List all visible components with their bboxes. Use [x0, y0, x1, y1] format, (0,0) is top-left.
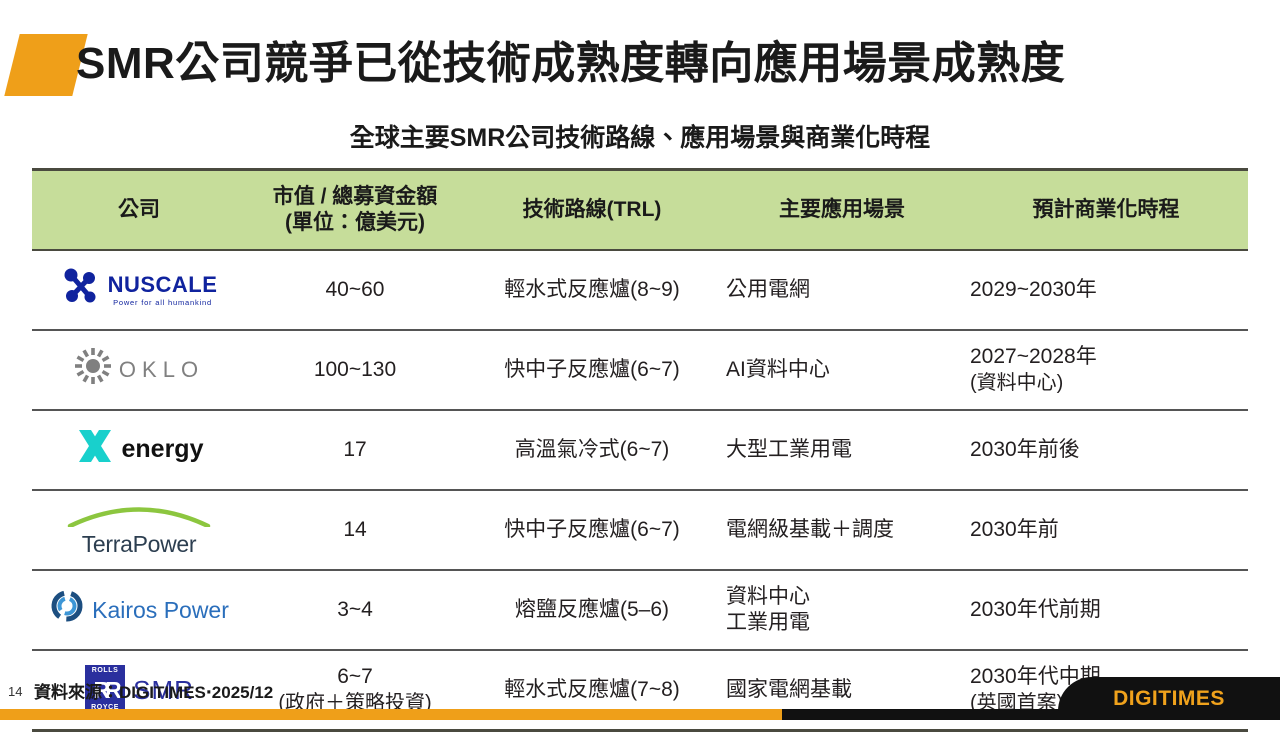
terrapower-arc-icon	[64, 501, 214, 534]
application-value: AI資料中心	[726, 357, 830, 381]
timeline-value: 2030年代中期	[970, 665, 1101, 689]
x-energy-x-icon	[75, 426, 115, 473]
column-header-company: 公司	[32, 168, 246, 251]
cell-timeline: 2030年代前期	[964, 570, 1248, 651]
cell-application: 大型工業用電	[720, 410, 964, 491]
cell-technology: 熔鹽反應爐(5–6)	[464, 570, 720, 651]
cell-application: 資料中心 工業用電	[720, 570, 964, 651]
company-logo: TerraPower	[38, 502, 240, 558]
column-header-technology: 技術路線(TRL)	[464, 168, 720, 251]
cell-application: 公用電網	[720, 250, 964, 331]
nuscale-tagline: Power for all humankind	[113, 297, 212, 307]
timeline-value: 2030年前後	[970, 437, 1080, 461]
cell-capital: 40~60	[246, 250, 464, 331]
table-row: Kairos Power 3~4 熔鹽反應爐(5–6) 資料中心 工業用電 2030年代前…	[32, 570, 1248, 651]
column-header-capital: 市值 / 總募資金額 (單位：億美元)	[246, 168, 464, 251]
capital-value: 6~7	[337, 665, 373, 689]
cell-application: AI資料中心	[720, 330, 964, 411]
cell-technology: 快中子反應爐(6~7)	[464, 330, 720, 411]
cell-company: Kairos Power	[32, 570, 246, 651]
table-body: NUSCALE Power for all humankind 40~60 輕水式反應…	[32, 250, 1248, 732]
page-title: SMR公司競爭已從技術成熟度轉向應用場景成熟度	[76, 39, 1066, 88]
kairos-wordmark: Kairos Power	[92, 596, 229, 623]
capital-value: 100~130	[313, 357, 397, 381]
terrapower-wordmark: TerraPower	[81, 531, 197, 558]
nuscale-molecule-icon	[61, 266, 101, 313]
cell-timeline: 2029~2030年	[964, 250, 1248, 331]
timeline-value: 2027~2028年	[970, 345, 1097, 369]
cell-timeline: 2030年前後	[964, 410, 1248, 491]
cell-company: OKLO	[32, 330, 246, 411]
capital-value: 14	[343, 517, 367, 541]
rr-badge-bottom: ROYCE	[91, 704, 120, 712]
timeline-note: (資料中心)	[970, 371, 1064, 394]
company-logo: NUSCALE Power for all humankind	[38, 262, 240, 318]
cell-capital: 100~130	[246, 330, 464, 411]
kairos-ring-icon	[49, 588, 85, 631]
cell-technology: 輕水式反應爐(8~9)	[464, 250, 720, 331]
table-header-row: 公司 市值 / 總募資金額 (單位：億美元) 技術路線(TRL) 主要應用場景 …	[32, 168, 1248, 251]
application-value: 大型工業用電	[726, 437, 852, 461]
smr-comparison-table: 公司 市值 / 總募資金額 (單位：億美元) 技術路線(TRL) 主要應用場景 …	[32, 168, 1248, 732]
digitimes-logo: DIGITIMES	[1113, 686, 1225, 710]
cell-timeline: 2027~2028年 (資料中心)	[964, 330, 1248, 411]
table-row: OKLO 100~130 快中子反應爐(6~7) AI資料中心 2027~2028年 (資…	[32, 330, 1248, 411]
capital-value: 17	[343, 437, 367, 461]
table-caption: 全球主要SMR公司技術路線、應用場景與商業化時程	[349, 124, 931, 152]
cell-timeline: 2030年前	[964, 490, 1248, 571]
cell-capital: 3~4	[246, 570, 464, 651]
timeline-value: 2029~2030年	[970, 277, 1097, 301]
brand-tab: DIGITIMES	[1058, 677, 1280, 720]
rolls-royce-smr-wordmark: SMR	[133, 674, 194, 705]
table-row: energy 17 高溫氣冷式(6~7) 大型工業用電 2030年前後	[32, 410, 1248, 491]
application-value: 公用電網	[726, 277, 810, 301]
cell-company: NUSCALE Power for all humankind	[32, 250, 246, 331]
oklo-ring-icon	[74, 347, 112, 392]
footer-bar-orange	[0, 709, 782, 720]
column-header-application: 主要應用場景	[720, 168, 964, 251]
application-value-line2: 工業用電	[726, 611, 810, 634]
rr-badge-top: ROLLS	[91, 667, 119, 674]
cell-technology: 快中子反應爐(6~7)	[464, 490, 720, 571]
table-header: 公司 市值 / 總募資金額 (單位：億美元) 技術路線(TRL) 主要應用場景 …	[32, 168, 1248, 251]
cell-company: TerraPower	[32, 490, 246, 571]
cell-capital: 17	[246, 410, 464, 491]
column-header-capital-line2: (單位：億美元)	[285, 211, 425, 234]
slide-title-bar: SMR公司競爭已從技術成熟度轉向應用場景成熟度	[0, 32, 1280, 102]
timeline-value: 2030年代前期	[970, 597, 1101, 621]
company-logo: energy	[38, 422, 240, 478]
cell-application: 電網級基載＋調度	[720, 490, 964, 571]
column-header-capital-line1: 市值 / 總募資金額	[272, 185, 438, 209]
timeline-value: 2030年前	[970, 517, 1059, 541]
application-value: 資料中心	[726, 584, 810, 608]
rr-badge-middle: RR	[93, 676, 121, 703]
footer-bar-black	[782, 709, 1280, 720]
table-row: NUSCALE Power for all humankind 40~60 輕水式反應…	[32, 250, 1248, 331]
application-value: 電網級基載＋調度	[726, 517, 894, 541]
company-logo: Kairos Power	[38, 582, 240, 638]
cell-company: energy	[32, 410, 246, 491]
table-row: TerraPower 14 快中子反應爐(6~7) 電網級基載＋調度 2030年前	[32, 490, 1248, 571]
cell-capital: 14	[246, 490, 464, 571]
column-header-timeline: 預計商業化時程	[964, 168, 1248, 251]
capital-value: 40~60	[325, 277, 385, 301]
oklo-wordmark: OKLO	[118, 357, 205, 383]
application-value: 國家電網基載	[726, 677, 852, 701]
x-energy-wordmark: energy	[121, 435, 204, 464]
capital-note: (政府＋策略投資)	[278, 691, 432, 714]
company-logo: OKLO	[38, 342, 240, 398]
cell-technology: 高溫氣冷式(6~7)	[464, 410, 720, 491]
timeline-note: (英國首案)	[970, 691, 1064, 714]
capital-value: 3~4	[337, 597, 373, 621]
source-note: 資料來源：DIGITIMES‧2025/12	[34, 683, 274, 702]
page-number: 14	[8, 684, 23, 699]
nuscale-wordmark: NUSCALE	[107, 271, 218, 297]
